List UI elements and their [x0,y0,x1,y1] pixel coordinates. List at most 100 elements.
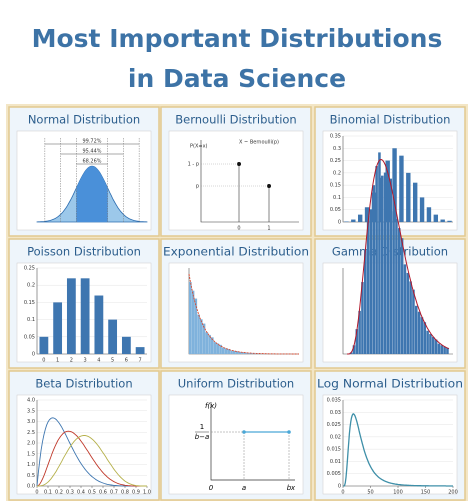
hist-bar [392,211,395,354]
x-tick-label: 6 [125,358,128,364]
x-tick-label: 1 [267,226,270,232]
y-tick-label: 0 [338,220,341,226]
bar [351,219,356,222]
density-curve [36,430,147,487]
x-tick-label: 0 [341,490,344,496]
hist-bar [227,348,231,354]
y-tick-label: 0.25 [330,158,341,164]
hist-bar [208,334,211,354]
x-label: a [242,484,246,492]
level-label: p [196,184,199,190]
y-tick-label: 3.5 [27,408,35,414]
x-tick-label: 150 [421,490,431,496]
y-tick-label: 0.035 [327,398,341,404]
bar [440,219,445,222]
hist-bar [415,305,418,354]
panel-title: Bernoulli Distribution [175,113,296,127]
hist-bar [352,345,356,354]
hist-bar [205,332,209,354]
bar [66,278,76,354]
y-tick-label: 0.005 [327,471,341,477]
hist-bar [238,352,242,354]
bar [364,207,370,222]
hist-bar [443,346,446,354]
y-tick-label: 0.15 [24,300,35,306]
hist-bar [375,165,378,354]
hist-bar [381,175,384,354]
bell-center [76,166,108,222]
hist-bar [197,314,200,354]
y-tick-label: 0.1 [333,195,341,201]
y-tick-label: 0.5 [27,473,35,479]
y-tick-label: 0.05 [330,207,341,213]
x-tick-label: 0.2 [55,490,63,496]
bar [392,148,397,222]
y-tick-label: 1.5 [27,451,35,457]
x-label: b [287,484,292,492]
hist-bar [191,290,195,354]
panel-title: Beta Distribution [35,377,132,391]
hist-bar [372,185,376,354]
hist-bar [369,209,373,354]
x-tick-label: 0.1 [44,490,52,496]
y-axis-label: f(x) [205,402,217,410]
hist-bar [194,298,198,354]
hist-bar [361,282,364,354]
hist-bar [406,272,410,354]
y-tick-label: 0.025 [327,422,341,428]
density-curve [347,158,450,355]
y-tick-label: 1.0 [27,462,35,468]
x-tick-label: 0.4 [77,490,85,496]
x-label: x [290,484,296,492]
hist-bar [403,264,407,354]
bar [419,197,425,222]
bar [406,172,411,222]
hist-bar [426,330,429,354]
hist-bar [412,289,415,354]
x-tick-label: 0.3 [66,490,74,496]
hist-bar [244,352,247,354]
hist-bar [434,339,438,354]
hist-bar [417,311,421,354]
point [267,184,271,188]
bar [399,155,404,222]
hist-bar [235,351,239,354]
x-tick-label: 0.6 [99,490,107,496]
x-tick-label: 1 [56,358,59,364]
numerator: 1 [200,423,204,431]
density-curve [188,273,299,355]
hist-bar [189,282,192,354]
denominator: b−a [195,433,210,441]
hist-bar [355,329,359,354]
title-line-1: Most Important Distributions [32,24,443,53]
bar [357,214,363,222]
density-curve [343,413,453,487]
hist-bar [437,343,441,354]
y-tick-label: 0.0 [27,484,35,490]
x-tick-label: 1.0 [143,490,151,496]
hist-bar [222,347,225,354]
hist-bar [224,348,228,354]
hist-bar [219,344,222,354]
hist-bar [213,342,217,354]
hist-bar [440,345,444,354]
y-tick-label: 0.2 [27,283,35,289]
bar [53,302,63,354]
hist-bar [200,319,203,354]
bar [447,220,452,222]
axis [210,402,295,481]
hist-bar [233,350,236,354]
x-tick-label: 0.8 [121,490,129,496]
y-tick-label: 0.2 [333,170,341,176]
bar [108,319,118,354]
x-tick-label: 0 [42,358,45,364]
x-tick-label: 4 [97,358,100,364]
y-tick-label: 0.3 [333,146,341,152]
x-tick-label: 0.9 [132,490,140,496]
plot-area [168,130,304,231]
bar [39,336,49,354]
hist-bar [398,228,401,354]
hist-bar [246,352,250,354]
x-tick-label: 100 [393,490,403,496]
